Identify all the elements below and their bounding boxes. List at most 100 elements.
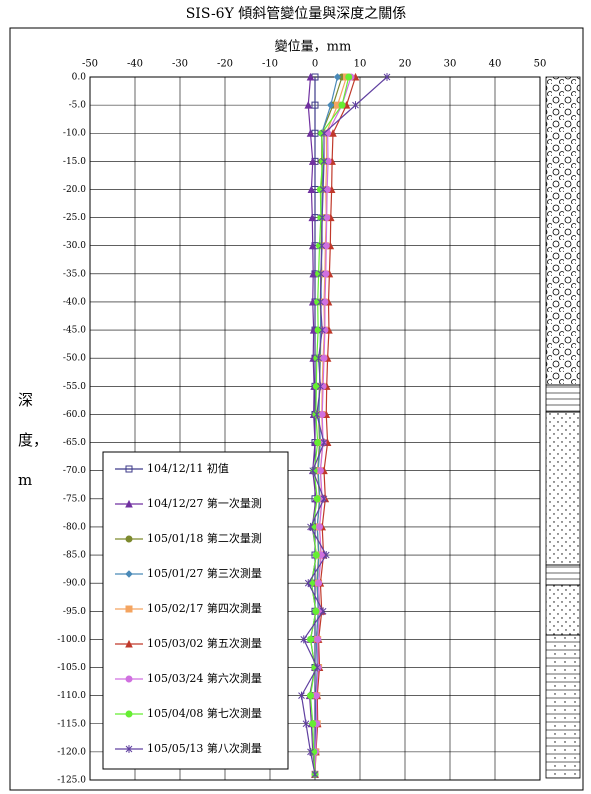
marker	[306, 129, 315, 137]
x-tick-label: -10	[262, 59, 278, 70]
legend-marker	[125, 745, 133, 753]
x-tick-label: -40	[127, 59, 143, 70]
marker	[319, 157, 327, 165]
legend-marker	[125, 675, 133, 683]
marker	[313, 495, 321, 503]
marker	[308, 157, 317, 165]
marker	[320, 157, 328, 166]
marker	[322, 270, 330, 278]
legend-marker	[125, 535, 133, 543]
legend-marker	[125, 499, 133, 508]
y-tick-label: -60.0	[63, 410, 86, 420]
y-tick-label: -80.0	[63, 522, 86, 532]
y-tick-label: -105.0	[57, 663, 86, 673]
marker	[318, 213, 326, 222]
x-axis-label: 變位量，mm	[275, 39, 352, 55]
marker	[316, 523, 323, 531]
y-tick-label: -75.0	[63, 494, 86, 504]
y-tick-label: -115.0	[57, 719, 86, 729]
marker	[319, 185, 327, 194]
y-tick-label: -20.0	[63, 185, 86, 195]
marker	[308, 241, 317, 250]
marker	[318, 326, 326, 335]
marker	[312, 382, 320, 390]
y-tick-label: -5.0	[69, 101, 87, 111]
series-line	[300, 76, 388, 775]
legend-label: 105/01/27 第三次測量	[147, 566, 262, 580]
x-tick-label: 20	[399, 59, 412, 70]
y-tick-label: -65.0	[63, 438, 86, 448]
x-tick-label: 50	[534, 59, 547, 70]
marker	[304, 579, 312, 588]
legend-box	[102, 451, 289, 770]
y-tick-label: -85.0	[63, 551, 86, 561]
y-axis-label: 深度，m	[18, 391, 49, 489]
marker	[307, 635, 314, 643]
marker	[327, 101, 335, 109]
y-tick-label: -100.0	[57, 635, 86, 645]
series-line	[314, 76, 352, 775]
marker	[312, 551, 320, 559]
x-tick-label: 30	[444, 59, 457, 70]
legend-label: 105/05/13 第八次測量	[147, 741, 262, 755]
marker	[317, 297, 324, 306]
marker	[318, 241, 326, 250]
y-tick-label: -125.0	[57, 776, 86, 786]
marker	[318, 410, 326, 418]
marker	[314, 439, 322, 447]
marker	[312, 410, 320, 418]
marker	[300, 635, 308, 644]
marker	[320, 494, 328, 503]
legend-label: 104/12/27 第一次量測	[147, 496, 262, 510]
marker	[316, 242, 323, 250]
marker	[307, 185, 316, 193]
series-line	[309, 76, 350, 775]
marker	[323, 185, 331, 193]
marker	[311, 101, 319, 109]
y-tick-label: -70.0	[63, 466, 86, 476]
marker	[307, 692, 314, 700]
marker	[315, 579, 323, 587]
marker	[315, 354, 322, 363]
y-tick-label: -45.0	[63, 326, 86, 336]
legend-label: 105/04/08 第七次測量	[147, 706, 262, 720]
marker	[307, 747, 314, 756]
y-tick-label: -95.0	[63, 607, 86, 617]
marker	[312, 607, 320, 615]
marker	[302, 719, 310, 728]
marker	[309, 466, 317, 475]
legend-marker	[125, 710, 133, 718]
legend-label: 105/03/24 第六次測量	[147, 671, 262, 685]
x-tick-label: 40	[489, 59, 502, 70]
y-tick-label: -110.0	[57, 691, 86, 701]
legend-label: 105/01/18 第二次量測	[147, 531, 262, 545]
marker	[319, 607, 327, 616]
x-tick-label: -30	[172, 59, 188, 70]
marker	[308, 213, 317, 222]
y-tick-label: 0.0	[72, 73, 87, 83]
chart-title: SIS-6Y 傾斜管變位量與深度之關係	[186, 6, 407, 22]
legend-marker	[125, 605, 133, 613]
marker	[352, 101, 359, 110]
marker	[309, 269, 318, 278]
y-tick-label: -120.0	[57, 747, 86, 757]
marker	[298, 691, 305, 700]
marker	[310, 748, 318, 756]
marker	[320, 438, 328, 447]
y-tick-label: -10.0	[63, 129, 86, 139]
legend-label: 104/12/11 初值	[147, 461, 229, 475]
y-tick-label: -25.0	[63, 213, 86, 223]
y-tick-label: -50.0	[63, 354, 86, 364]
marker	[316, 467, 324, 475]
legend-marker	[125, 639, 133, 648]
legend-marker	[125, 570, 133, 578]
marker	[345, 73, 353, 81]
marker	[314, 635, 322, 643]
frame	[9, 27, 584, 791]
marker	[312, 692, 320, 700]
marker	[322, 242, 330, 250]
marker	[309, 720, 317, 728]
y-tick-label: -35.0	[63, 269, 86, 279]
legend-marker	[125, 465, 133, 473]
